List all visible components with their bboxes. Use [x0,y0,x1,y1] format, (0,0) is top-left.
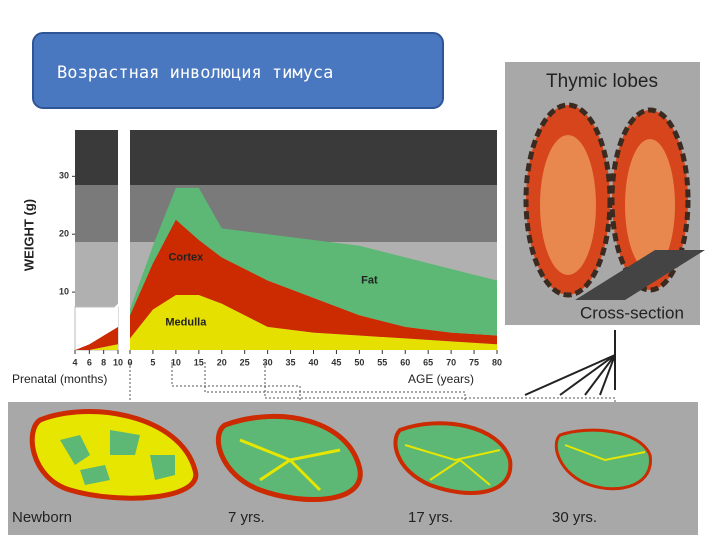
x-tick-label: 25 [240,357,250,367]
area [130,219,497,345]
series-label: Cortex [168,251,204,263]
lobules [29,409,652,502]
x-tick-label: 30 [263,357,273,367]
title-box [32,32,444,109]
x-tick-label: 45 [331,357,341,367]
y-tick-label: 30 [59,171,69,181]
stage-label: 7 yrs. [228,509,265,526]
area [75,344,118,350]
x-tick-label: 75 [469,357,479,367]
area [130,295,497,350]
lobes-illustration [523,102,705,300]
x-tick-label: 80 [492,357,502,367]
x-tick-label: 65 [423,357,433,367]
x-axis-label: Prenatal (months) [12,372,107,386]
x-axis-label: AGE (years) [408,372,474,386]
area [75,326,118,350]
x-tick-label: 15 [194,357,204,367]
stage-label: 17 yrs. [408,509,453,526]
lobes-caption: Cross-section [580,303,684,322]
x-tick-label: 70 [446,357,456,367]
x-tick-label: 60 [400,357,410,367]
slide-title: Возрастная инволюция тимуса [57,63,333,83]
area [130,187,497,336]
arrows [524,330,616,396]
x-tick-label: 4 [72,357,77,367]
series-label: Fat [361,274,378,286]
x-tick-label: 20 [217,357,227,367]
lobes-title: Thymic lobes [546,71,658,92]
x-tick-label: 50 [354,357,364,367]
y-tick-label: 20 [59,229,69,239]
x-tick-label: 6 [87,357,92,367]
stage-label: Newborn [12,509,72,526]
y-tick-label: 10 [59,286,69,296]
series-label: Medulla [165,316,207,328]
x-tick-label: 10 [171,357,181,367]
stage-labels: Newborn 7 yrs. 17 yrs. 30 yrs. [12,509,597,526]
stage-label: 30 yrs. [552,509,597,526]
x-tick-label: 35 [286,357,296,367]
x-tick-label: 8 [101,357,106,367]
area [75,303,118,350]
y-axis-label: WEIGHT (g) [21,199,36,271]
x-tick-label: 55 [377,357,387,367]
x-tick-label: 5 [150,357,155,367]
x-tick-label: 40 [308,357,318,367]
x-tick-label: 10 [113,357,123,367]
